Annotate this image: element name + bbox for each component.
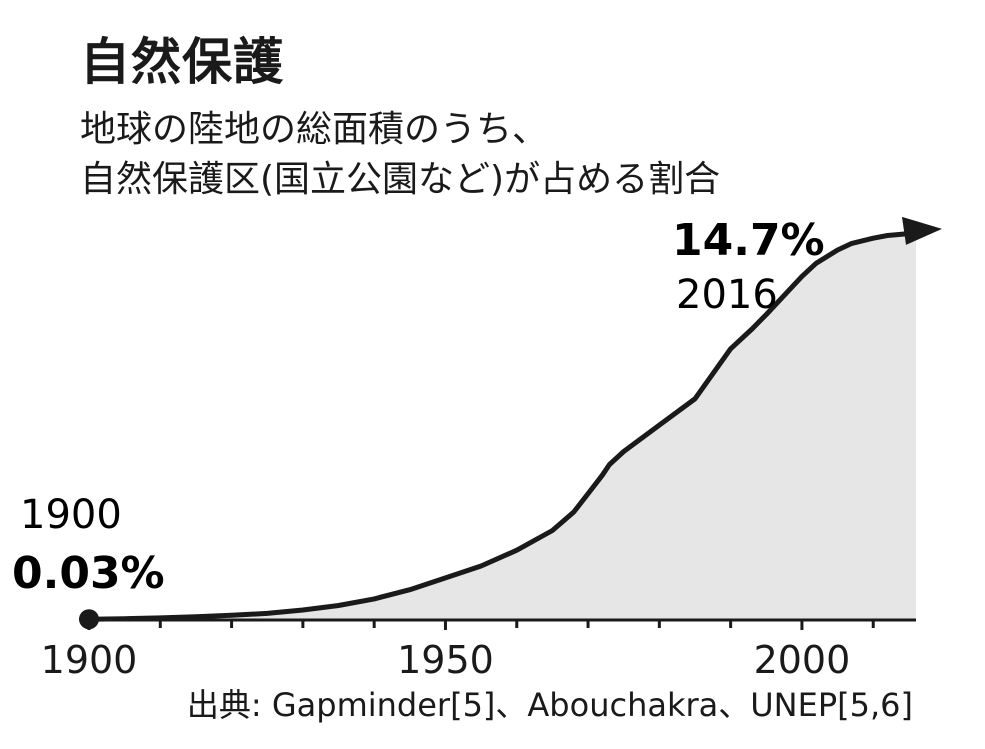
x-axis-ticks: 1900 1950 2000 bbox=[41, 620, 875, 682]
chart-subtitle-line-2: 自然保護区(国立公園など)が占める割合 bbox=[80, 159, 721, 200]
series-line bbox=[86, 230, 919, 622]
x-tick-label-2000: 2000 bbox=[754, 638, 851, 682]
x-tick-label-1950: 1950 bbox=[397, 638, 494, 682]
chart-title: 自然保護 bbox=[80, 33, 284, 91]
chart-subtitle-line-1: 地球の陸地の総面積のうち、 bbox=[80, 109, 549, 150]
end-year-label: 2016 bbox=[676, 272, 778, 318]
end-value-label: 14.7% bbox=[672, 215, 825, 266]
x-tick-label-1900: 1900 bbox=[41, 638, 138, 682]
area-fill bbox=[89, 232, 916, 620]
source-note: 出典: Gapminder[5]、Abouchakra、UNEP[5,6] bbox=[186, 686, 913, 724]
end-arrow-marker bbox=[902, 216, 942, 245]
start-value-label: 0.03% bbox=[12, 548, 165, 599]
start-year-label: 1900 bbox=[20, 492, 122, 538]
